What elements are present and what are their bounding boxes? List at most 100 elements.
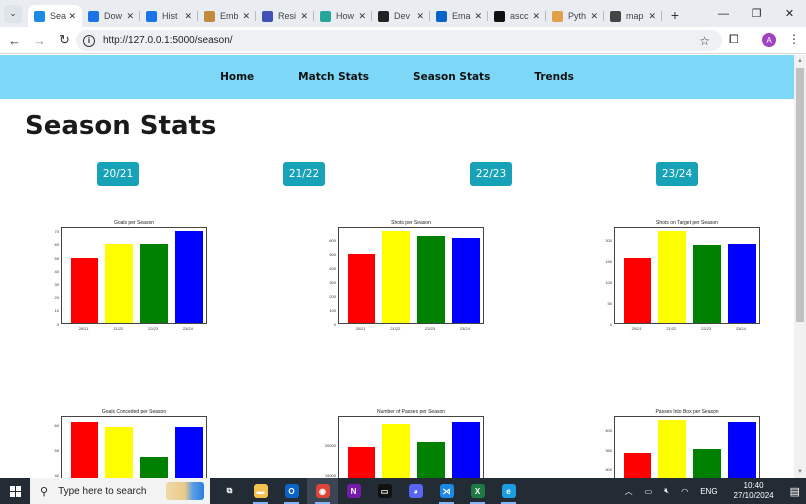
bar-chart: Goals Conceded per Season3040506020/2121…	[43, 407, 207, 478]
season-button-23-24[interactable]: 23/24	[656, 162, 698, 186]
onenote-icon: N	[346, 484, 361, 498]
scrollbar-thumb[interactable]	[796, 68, 804, 322]
close-tab-icon[interactable]: ✕	[532, 10, 540, 21]
close-tab-icon[interactable]: ✕	[648, 10, 656, 21]
bar-chart: Passes Into Box per Season20025030035040…	[596, 407, 760, 478]
taskbar-app-task-view[interactable]: ⧉	[214, 478, 245, 504]
chart-plot-area	[61, 227, 207, 324]
browser-tab[interactable]: Ema ✕	[430, 5, 488, 27]
profile-avatar[interactable]: A	[762, 33, 776, 47]
taskbar-app-file-explorer[interactable]: ▬	[245, 478, 276, 504]
taskbar-app-terminal[interactable]: ▭	[369, 478, 400, 504]
browser-tab[interactable]: Pyth ✕	[546, 5, 604, 27]
browser-tab[interactable]: How ✕	[314, 5, 372, 27]
nav-season-stats[interactable]: Season Stats	[413, 71, 491, 83]
scroll-down-arrow-icon[interactable]: ▼	[797, 469, 803, 475]
tab-title: Emb	[220, 11, 239, 21]
site-info-icon[interactable]: i	[83, 34, 95, 47]
clock-time: 10:40	[743, 481, 764, 490]
nav-home[interactable]: Home	[220, 71, 255, 83]
windows-logo-icon	[9, 485, 21, 497]
chart-title: Shots per Season	[391, 220, 431, 226]
browser-tab[interactable]: ascc ✕	[488, 5, 546, 27]
taskbar-app-outlook[interactable]: O	[276, 478, 307, 504]
url-text[interactable]: http://127.0.0.1:5000/season/	[103, 35, 233, 46]
y-tick-label: 50	[54, 448, 59, 454]
browser-tab[interactable]: Resi ✕	[256, 5, 314, 27]
tab-search-button[interactable]: ⌄	[4, 4, 22, 23]
battery-icon[interactable]: ▭	[644, 486, 653, 496]
notifications-icon[interactable]: ▤	[789, 485, 800, 498]
season-button-20-21[interactable]: 20/21	[97, 162, 139, 186]
x-tick-label: 20/21	[78, 326, 89, 331]
chart-bar	[693, 244, 721, 323]
taskbar-app-excel[interactable]: X	[462, 478, 493, 504]
browser-tab[interactable]: Emb ✕	[198, 5, 256, 27]
browser-tab[interactable]: Dev ✕	[372, 5, 430, 27]
taskbar-app-discord[interactable]: ◕	[400, 478, 431, 504]
nav-match-stats[interactable]: Match Stats	[298, 71, 370, 83]
restore-button[interactable]: ❐	[751, 8, 762, 20]
extensions-icon[interactable]: ⧠	[729, 32, 739, 46]
taskbar-search-placeholder: Type here to search	[58, 485, 147, 497]
clock[interactable]: 10:40 27/10/2024	[734, 481, 774, 501]
chart-title: Goals Conceded per Season	[101, 409, 167, 415]
close-tab-icon[interactable]: ✕	[126, 10, 134, 21]
close-tab-icon[interactable]: ✕	[590, 10, 598, 21]
nav-trends[interactable]: Trends	[534, 71, 574, 83]
start-button[interactable]	[0, 478, 30, 504]
back-button[interactable]: ←	[8, 32, 21, 48]
browser-tab[interactable]: Dow ✕	[82, 5, 140, 27]
bookmark-star-icon[interactable]: ☆	[699, 33, 710, 48]
tab-title: Dev	[394, 11, 411, 21]
page-scrollbar[interactable]: ▲ ▼	[794, 55, 806, 478]
close-window-button[interactable]: ✕	[784, 8, 795, 20]
chart-bar	[451, 237, 480, 323]
close-tab-icon[interactable]: ✕	[474, 10, 482, 21]
close-tab-icon[interactable]: ✕	[184, 10, 192, 21]
chart-bar	[727, 244, 756, 323]
x-tick-label: 23/24	[459, 326, 470, 331]
browser-tab[interactable]: map ✕	[604, 5, 662, 27]
edge-icon: e	[501, 484, 516, 498]
chart-bar	[658, 419, 687, 478]
show-hidden-icons-chevron-icon[interactable]: ︿	[624, 486, 633, 496]
close-tab-icon[interactable]: ✕	[242, 10, 250, 21]
close-tab-icon[interactable]: ✕	[416, 10, 424, 21]
volume-muted-icon[interactable]: 🔇︎	[664, 486, 670, 495]
bar-chart: Number of Passes per Season1000015000200…	[320, 407, 484, 478]
new-tab-button[interactable]: +	[670, 6, 680, 23]
season-button-22-23[interactable]: 22/23	[470, 162, 512, 186]
tab-title: Dow	[104, 11, 123, 21]
language-indicator[interactable]: ENG	[700, 486, 718, 496]
taskbar-app-vscode[interactable]: ⋊	[431, 478, 462, 504]
taskbar-app-chrome[interactable]: ◉	[307, 478, 338, 504]
chart-title: Number of Passes per Season	[376, 409, 446, 415]
taskbar-app-edge[interactable]: e	[493, 478, 524, 504]
browser-tab[interactable]: Hist ✕	[140, 5, 198, 27]
bar-chart: Shots on Target per Season 0 50 100 150 200 20…	[596, 218, 760, 333]
y-tick-label: 0	[609, 321, 612, 327]
reload-button[interactable]: ↻	[59, 32, 70, 47]
browser-tab-bar: ⌄ Seas✕Dow✕Hist✕Emb✕Resi✕How✕Dev✕Ema✕asc…	[0, 0, 806, 27]
close-tab-icon[interactable]: ✕	[358, 10, 366, 21]
outlook-icon: O	[284, 484, 299, 498]
forward-button[interactable]: →	[33, 32, 46, 48]
res-icon	[262, 10, 273, 22]
close-tab-icon[interactable]: ✕	[68, 10, 76, 21]
discord-icon: ◕	[408, 484, 423, 498]
chrome-icon: ◉	[315, 484, 330, 498]
chart-bar	[347, 447, 376, 478]
taskbar-search[interactable]: ⚲ Type here to search	[30, 478, 210, 504]
browser-menu-icon[interactable]: ⋮	[788, 32, 800, 46]
address-bar[interactable]: i http://127.0.0.1:5000/season/ ☆	[76, 30, 722, 51]
wifi-icon[interactable]: ◠	[681, 486, 689, 496]
taskbar-app-onenote[interactable]: N	[338, 478, 369, 504]
y-tick-label: 300	[605, 467, 612, 473]
browser-tab[interactable]: Seas✕	[28, 5, 82, 27]
chart-title: Shots on Target per Season	[656, 220, 718, 226]
minimize-button[interactable]: —	[718, 7, 729, 20]
season-button-21-22[interactable]: 21/22	[283, 162, 325, 186]
scroll-up-arrow-icon[interactable]: ▲	[797, 58, 803, 64]
close-tab-icon[interactable]: ✕	[300, 10, 308, 21]
